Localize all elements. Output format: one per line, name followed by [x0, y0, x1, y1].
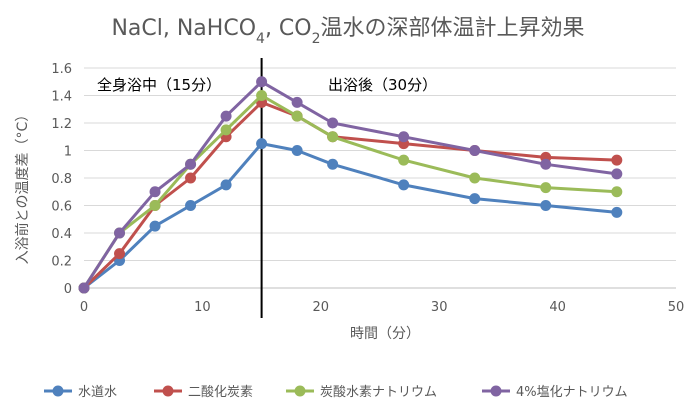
y-tick-label: 0.6	[51, 200, 72, 215]
legend-swatch-marker	[162, 385, 174, 397]
legend-swatch-marker	[490, 385, 502, 397]
data-point	[256, 90, 268, 101]
y-tick-label: 1.2	[51, 117, 72, 132]
axes: 0 0.2 0.4 0.6 0.8 1 1.2 1.4 1.6 0 10 20 30 40 50 時間（分） 入…	[14, 62, 684, 342]
gridlines	[84, 67, 676, 261]
series-layer	[78, 76, 623, 294]
y-tick-label: 0.8	[51, 172, 72, 187]
data-point	[327, 158, 339, 170]
data-point	[291, 96, 303, 108]
legend-item[interactable]: 水道水	[44, 385, 117, 400]
y-axis-title: 入浴前との温度差（°C）	[14, 108, 31, 265]
series-3	[78, 90, 623, 294]
y-tick-label: 1.4	[51, 90, 72, 105]
data-point	[469, 172, 481, 184]
x-tick-label: 10	[194, 300, 211, 315]
title-part: 4	[256, 31, 265, 47]
legend-item[interactable]: 炭酸水素ナトリウム	[286, 385, 437, 400]
series-4	[78, 76, 623, 294]
legend-label: 二酸化炭素	[188, 385, 253, 400]
data-point	[220, 179, 232, 191]
data-point	[327, 117, 339, 129]
data-point	[611, 186, 623, 198]
data-point	[220, 124, 232, 136]
data-point	[78, 282, 90, 294]
legend-label: 4%塩化ナトリウム	[516, 385, 628, 400]
data-point	[398, 179, 410, 191]
series-line	[83, 142, 617, 290]
data-point	[398, 131, 410, 143]
annotations: 全身浴中（15分） 出浴後（30分）	[97, 58, 437, 318]
title-part: 温水の深部体温計上昇効果	[321, 16, 585, 41]
data-point	[327, 131, 339, 143]
y-tick-label: 0.2	[51, 255, 72, 270]
data-point	[185, 200, 197, 211]
x-axis-title: 時間（分）	[350, 326, 420, 342]
legend-label: 水道水	[78, 385, 117, 400]
data-point	[185, 172, 197, 184]
title-part: NaCl, NaHCO	[111, 16, 256, 41]
y-tick-label: 1	[64, 145, 72, 160]
data-point	[291, 145, 303, 156]
phase-label-after-bath: 出浴後（30分）	[328, 76, 437, 94]
y-tick-label: 0.4	[51, 227, 72, 242]
title-part: , CO	[265, 16, 312, 41]
data-point	[149, 220, 161, 232]
series-1	[78, 138, 623, 294]
data-point	[611, 206, 623, 218]
data-point	[256, 76, 268, 88]
data-point	[469, 193, 481, 205]
x-tick-label: 50	[668, 300, 685, 315]
data-point	[540, 200, 552, 211]
legend-label: 炭酸水素ナトリウム	[320, 385, 437, 400]
data-point	[220, 110, 232, 122]
series-line	[82, 94, 617, 289]
x-tick-label: 0	[80, 300, 88, 315]
phase-label-bathing: 全身浴中（15分）	[97, 76, 221, 94]
data-point	[149, 200, 161, 211]
legend-swatch-marker	[294, 385, 306, 397]
chart-title: NaCl, NaHCO4, CO2温水の深部体温計上昇効果	[111, 16, 584, 47]
legend-item[interactable]: 二酸化炭素	[154, 385, 253, 400]
data-point	[611, 154, 623, 166]
data-point	[256, 138, 268, 150]
legend[interactable]: 水道水 二酸化炭素 炭酸水素ナトリウム 4%塩化ナトリウム	[44, 385, 628, 400]
data-point	[611, 168, 623, 180]
data-point	[185, 158, 197, 170]
title-part: 2	[312, 31, 321, 47]
y-tick-label: 1.6	[51, 62, 72, 77]
legend-swatch-marker	[52, 385, 64, 397]
data-point	[469, 145, 481, 156]
series-line	[82, 80, 618, 289]
data-point	[149, 186, 161, 198]
data-point	[114, 248, 126, 260]
x-tick-label: 30	[431, 300, 448, 315]
data-point	[291, 110, 303, 122]
data-point	[398, 154, 410, 166]
data-point	[540, 158, 552, 170]
legend-item[interactable]: 4%塩化ナトリウム	[482, 385, 628, 400]
x-tick-label: 20	[313, 300, 330, 315]
data-point	[114, 227, 126, 239]
y-tick-label: 0	[64, 282, 72, 297]
x-tick-label: 40	[549, 300, 566, 315]
data-point	[540, 182, 552, 194]
